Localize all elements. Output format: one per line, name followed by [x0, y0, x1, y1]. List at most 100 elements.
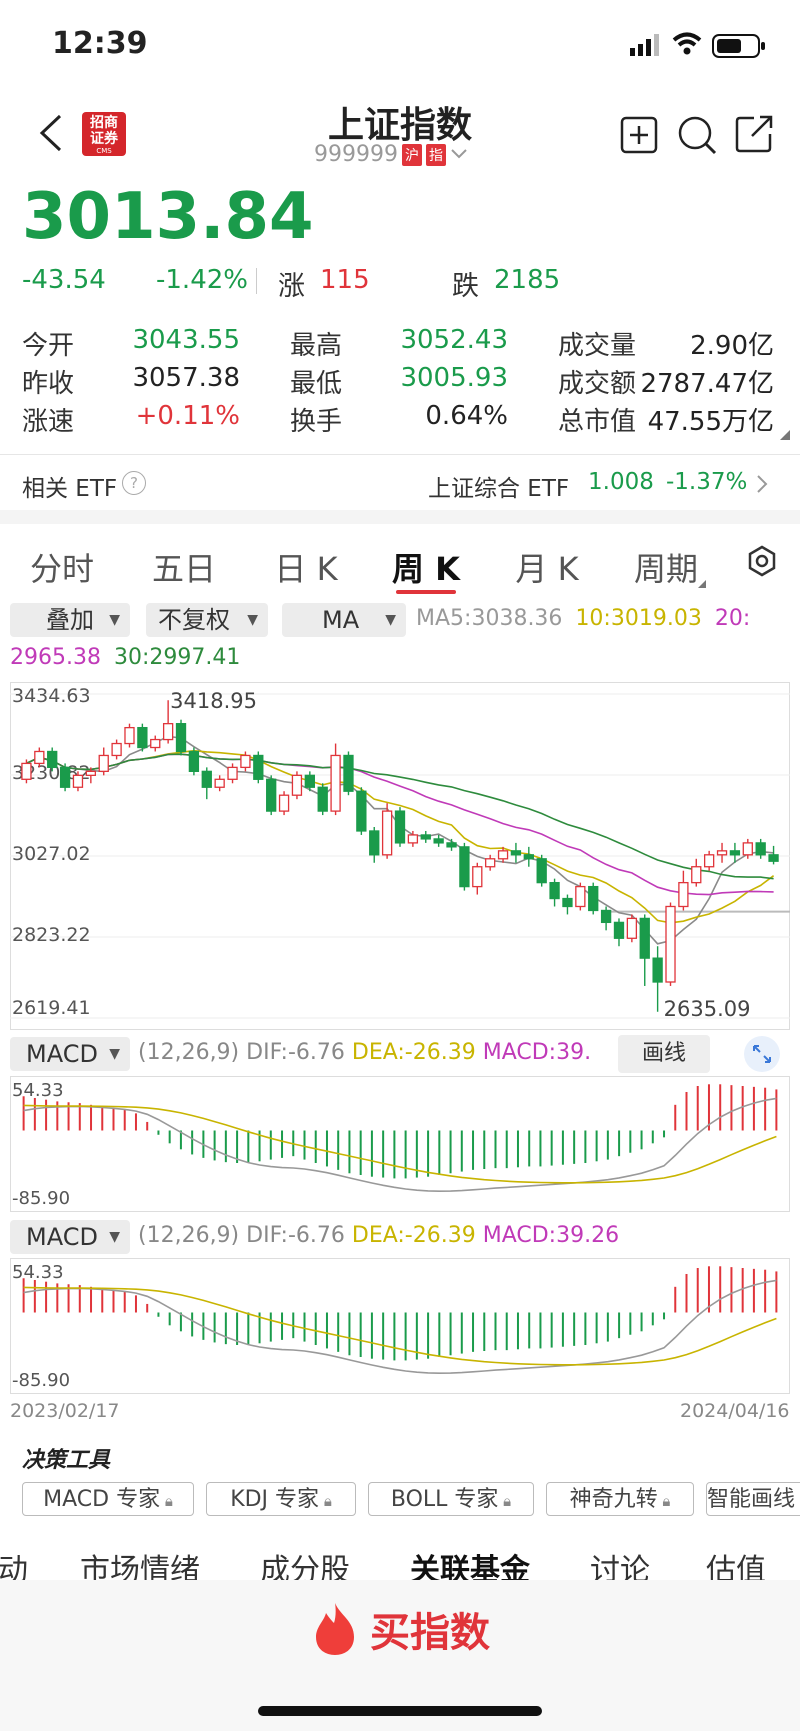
- candle-body: [214, 778, 225, 788]
- tool-button-3[interactable]: 神奇九转 🔒︎: [546, 1482, 694, 1516]
- back-icon[interactable]: [38, 112, 64, 158]
- macd-dropdown[interactable]: MACD ▼: [10, 1037, 130, 1071]
- buy-button[interactable]: 买指数: [310, 1600, 490, 1658]
- stat-label: 最低: [290, 369, 343, 399]
- candle-body: [562, 897, 573, 908]
- candle: [356, 787, 367, 835]
- candle-body: [330, 754, 341, 812]
- draw-line-button[interactable]: 画线: [618, 1035, 710, 1073]
- etf-name[interactable]: 上证综合 ETF: [428, 476, 570, 502]
- dif-label: DIF:: [246, 1040, 288, 1065]
- stat-label: 今开: [22, 331, 75, 361]
- active-tab-underline: [396, 590, 456, 594]
- candle-body: [98, 754, 109, 773]
- macd-value: 39.: [556, 1040, 592, 1065]
- code-row[interactable]: 999999 沪 指: [314, 142, 468, 167]
- candle-body: [485, 858, 496, 868]
- overlay-dropdown[interactable]: 叠加 ▼: [10, 603, 130, 637]
- ma-readout-1: MA5:3038.36 10:3019.03 20:: [416, 606, 750, 631]
- tool-label: MACD 专家: [43, 1487, 161, 1512]
- tab-2[interactable]: 日 K: [274, 550, 338, 588]
- help-icon[interactable]: ?: [122, 471, 146, 495]
- candle: [343, 751, 354, 796]
- dif-value: -6.76: [287, 1040, 345, 1065]
- etf-pct: -1.37%: [666, 469, 748, 495]
- tool-button-1[interactable]: KDJ 专家 🔒︎: [206, 1482, 356, 1516]
- macd-label-2: MACD:: [482, 1223, 557, 1248]
- candle-body: [343, 754, 354, 792]
- kline-chart[interactable]: 3434.633230.823027.022823.222619.413418.…: [10, 682, 790, 1030]
- candle-body: [755, 842, 766, 856]
- macd-dropdown-2[interactable]: MACD ▼: [10, 1220, 130, 1254]
- candle-body: [369, 830, 380, 856]
- candle-body: [691, 866, 702, 884]
- candle-body: [201, 770, 212, 788]
- candle-body: [381, 810, 393, 856]
- tab-0[interactable]: 分时: [29, 550, 94, 588]
- price: 3013.84: [22, 180, 314, 254]
- candle-body: [394, 810, 406, 844]
- candle: [369, 826, 380, 863]
- candle-body: [665, 905, 676, 983]
- tool-button-4[interactable]: 智能画线 🔒︎: [706, 1482, 800, 1516]
- candle: [111, 739, 122, 760]
- candle-body: [240, 754, 251, 769]
- ma5-value: 3038.36: [471, 606, 563, 631]
- candle-body: [742, 842, 753, 856]
- macd-frame: [10, 1076, 790, 1212]
- candle: [381, 803, 393, 859]
- tab-1[interactable]: 五日: [151, 550, 216, 588]
- page-title: 上证指数: [327, 105, 472, 146]
- logo-text: 招商证券: [90, 115, 118, 147]
- stat-label: 换手: [290, 407, 343, 437]
- status-time: 12:39: [52, 26, 148, 61]
- chevron-right-icon[interactable]: [756, 474, 768, 498]
- search-icon[interactable]: [676, 114, 718, 160]
- candle: [59, 763, 71, 792]
- candle-body: [523, 854, 534, 860]
- candle: [150, 735, 161, 752]
- tab-4[interactable]: 月 K: [515, 550, 579, 588]
- candle-body: [59, 766, 71, 788]
- candle-body: [472, 866, 483, 888]
- macd-chart-2: 54.33 -85.90: [10, 1258, 790, 1394]
- indicator-dropdown[interactable]: MA ▼: [282, 603, 406, 637]
- stat-value: 3043.55: [132, 325, 240, 355]
- adjust-dropdown[interactable]: 不复权 ▼: [146, 603, 268, 637]
- candle: [729, 842, 741, 863]
- caret-down-icon: ▼: [109, 1046, 120, 1062]
- candle: [21, 759, 32, 784]
- settings-icon[interactable]: [746, 545, 778, 581]
- lock-icon: 🔒︎: [498, 1492, 512, 1510]
- corner-marker: [780, 430, 790, 440]
- section-gap: [0, 510, 800, 524]
- divider: [0, 454, 800, 455]
- candle-body: [356, 790, 367, 832]
- tab-3[interactable]: 周 K: [392, 550, 460, 588]
- candle-body: [497, 850, 509, 860]
- candle-body: [175, 723, 187, 753]
- candle: [253, 751, 264, 784]
- tab-5[interactable]: 周期: [633, 550, 698, 588]
- macd-value-2: 39.26: [556, 1223, 620, 1248]
- macd-frame: [10, 1258, 790, 1394]
- add-watch-icon[interactable]: [620, 116, 658, 158]
- candle: [678, 870, 689, 911]
- caret-down-icon: ▼: [109, 1229, 120, 1245]
- tool-button-0[interactable]: MACD 专家 🔒︎: [22, 1482, 194, 1516]
- tool-button-2[interactable]: BOLL 专家 🔒︎: [368, 1482, 534, 1516]
- candle-body: [626, 917, 638, 939]
- share-icon[interactable]: [734, 114, 774, 158]
- candle: [214, 775, 225, 792]
- candle-body: [420, 834, 431, 840]
- candle: [485, 854, 496, 871]
- stat-value: 2.90亿: [690, 331, 774, 361]
- tool-label: 神奇九转: [569, 1487, 658, 1512]
- candle: [72, 771, 84, 792]
- change-pct: -1.42%: [156, 265, 248, 295]
- dif-label-2: DIF:: [246, 1223, 288, 1248]
- ma30-label: 30:: [113, 645, 150, 670]
- ma20-value: 2965.38: [10, 645, 101, 670]
- stat-label: 成交量: [558, 331, 637, 361]
- expand-icon[interactable]: [744, 1036, 780, 1072]
